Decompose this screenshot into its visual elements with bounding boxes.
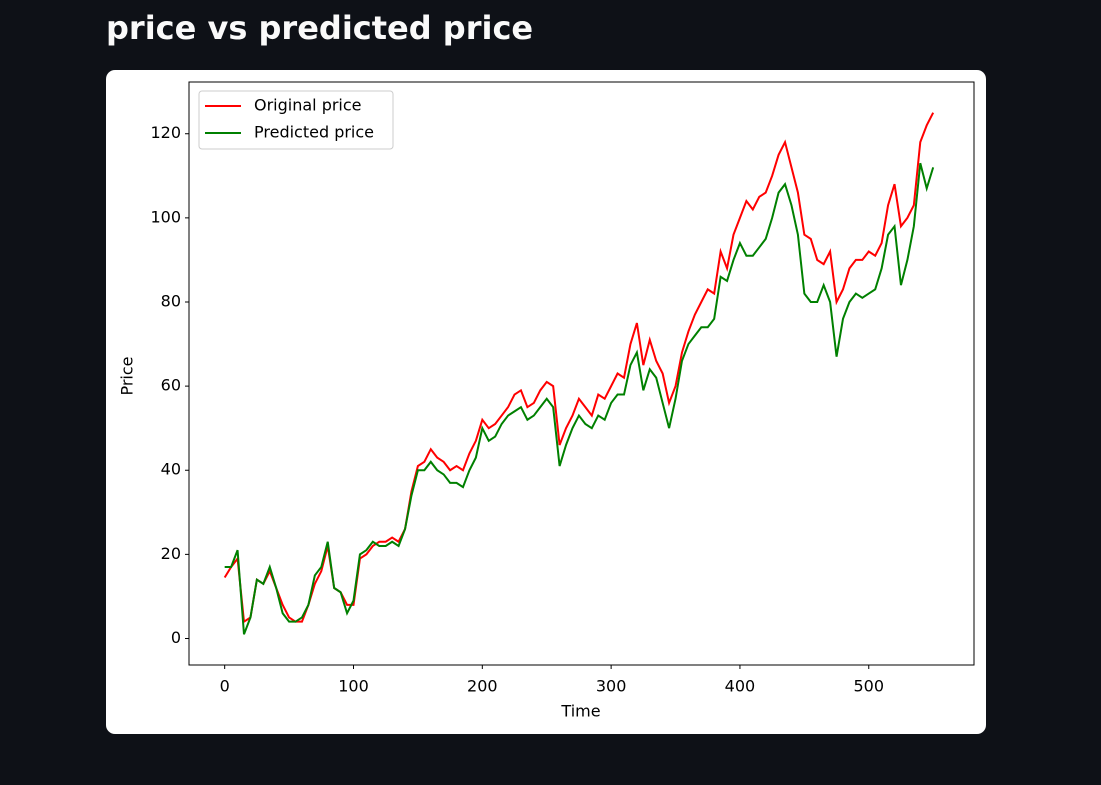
x-axis-label: Time — [560, 702, 600, 721]
y-tick-label: 80 — [161, 291, 181, 310]
legend-box — [198, 90, 394, 150]
y-tick-label: 0 — [171, 628, 181, 647]
chart-title: price vs predicted price — [106, 9, 533, 47]
x-tick-label: 0 — [220, 677, 230, 696]
card — [106, 70, 986, 734]
x-tick-label: 100 — [338, 677, 369, 696]
legend-label: Original price — [254, 96, 362, 115]
x-tick-label: 300 — [596, 677, 627, 696]
x-tick-label: 500 — [853, 677, 884, 696]
y-tick-label: 120 — [150, 123, 181, 142]
y-tick-label: 60 — [161, 376, 181, 395]
y-axis-label: Price — [118, 356, 137, 395]
y-tick-label: 20 — [161, 544, 181, 563]
y-tick-label: 100 — [150, 207, 181, 226]
series-line — [224, 162, 935, 635]
y-tick-label: 40 — [161, 460, 181, 479]
x-tick-label: 200 — [467, 677, 498, 696]
plot-frame — [188, 81, 975, 666]
x-tick-label: 400 — [725, 677, 756, 696]
legend-label: Predicted price — [254, 123, 374, 142]
